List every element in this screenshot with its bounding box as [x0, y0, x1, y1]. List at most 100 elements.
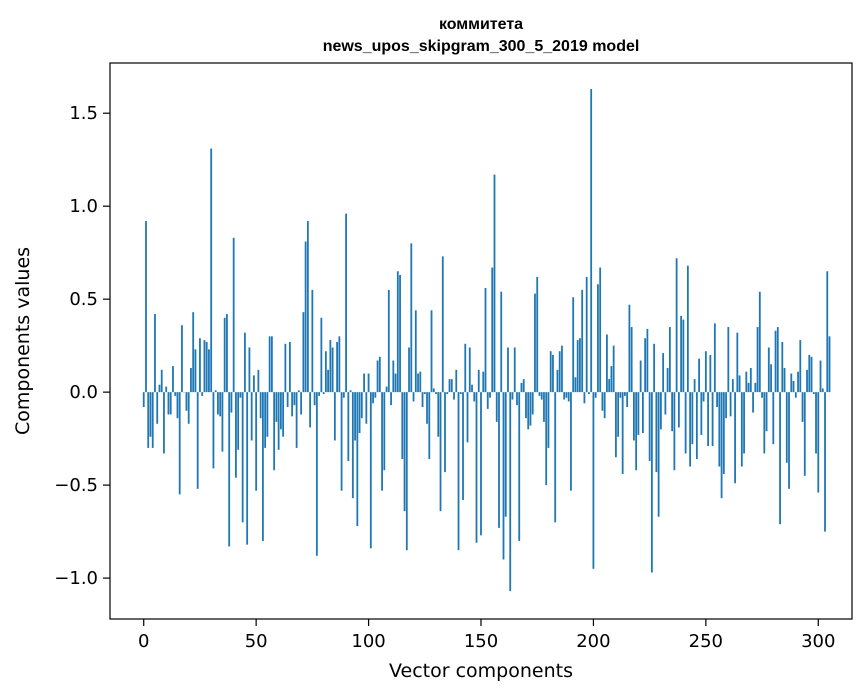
bar [617, 392, 620, 437]
bar [403, 392, 406, 512]
bar [268, 336, 271, 393]
bar [484, 288, 487, 393]
bar [511, 392, 514, 400]
bar [266, 392, 269, 437]
bar [646, 328, 649, 393]
bar [772, 392, 775, 445]
bar [437, 392, 440, 437]
bar [682, 319, 685, 393]
bar [401, 392, 404, 460]
bar [565, 392, 568, 398]
bar [783, 367, 786, 393]
bar [448, 379, 451, 393]
bar [345, 213, 347, 393]
bar [671, 392, 674, 432]
bar [241, 392, 244, 523]
bar [270, 336, 273, 393]
bar [432, 388, 435, 393]
bar [315, 392, 318, 556]
bar [689, 392, 692, 467]
bar [381, 392, 383, 491]
bar [244, 332, 246, 393]
bar [725, 392, 727, 419]
bar [594, 392, 597, 398]
bar [466, 392, 469, 443]
bar [599, 267, 602, 393]
bar [749, 367, 752, 393]
bar [641, 392, 644, 434]
bar [664, 392, 667, 415]
bar [558, 351, 561, 393]
bar [756, 327, 759, 393]
bar [686, 265, 689, 393]
bar [378, 356, 381, 393]
bar [462, 392, 464, 500]
bar [347, 392, 350, 461]
plot-frame [109, 62, 853, 620]
bar [336, 341, 338, 393]
bar [585, 276, 588, 393]
bar [194, 349, 197, 393]
bar [716, 392, 718, 408]
bar [711, 392, 714, 447]
bar [417, 373, 419, 393]
bar [619, 392, 622, 398]
bar [394, 373, 397, 393]
bar [570, 392, 572, 491]
bar [210, 148, 213, 393]
bar [610, 366, 613, 393]
bar [709, 354, 712, 393]
bar [529, 392, 532, 426]
bar [770, 364, 772, 393]
bar [799, 340, 802, 393]
bar [423, 392, 426, 394]
bar [525, 392, 527, 419]
bar [190, 367, 192, 393]
bar [363, 373, 365, 393]
x-tick-label: 0 [138, 631, 149, 652]
bar [538, 392, 541, 396]
chart-title-line-2: news_upos_skipgram_300_5_2019 model [323, 38, 640, 55]
bar [376, 360, 379, 393]
bar [561, 345, 563, 393]
bar [828, 336, 831, 393]
bar [340, 392, 343, 491]
bar [419, 371, 422, 393]
bar [259, 392, 262, 419]
bar [441, 256, 444, 393]
bar [426, 392, 428, 424]
bar [390, 392, 392, 406]
bar [300, 392, 303, 415]
bar [444, 392, 446, 473]
y-tick-label: 0.5 [69, 289, 98, 310]
bar [500, 291, 503, 393]
x-tick-label: 250 [689, 631, 723, 652]
bar [446, 392, 449, 394]
bar [235, 392, 237, 478]
bar [615, 392, 617, 458]
bar [747, 382, 750, 393]
bar [815, 392, 817, 454]
bar [196, 392, 199, 489]
bar [333, 392, 336, 441]
bar [435, 392, 437, 394]
bar [239, 392, 242, 398]
bar [262, 392, 264, 541]
bar [729, 392, 732, 417]
bar [810, 356, 813, 393]
bar [277, 392, 280, 450]
bar [776, 327, 779, 393]
bar [736, 332, 739, 393]
y-tick-label: −1.0 [54, 568, 98, 589]
bar [498, 392, 500, 528]
bar [603, 392, 606, 419]
y-tick-label: −0.5 [54, 475, 98, 496]
bar [360, 392, 363, 419]
bar [740, 392, 743, 467]
bar [659, 392, 662, 430]
bar [439, 392, 442, 512]
bar [754, 382, 757, 393]
bar [720, 392, 723, 499]
bar [293, 392, 296, 406]
